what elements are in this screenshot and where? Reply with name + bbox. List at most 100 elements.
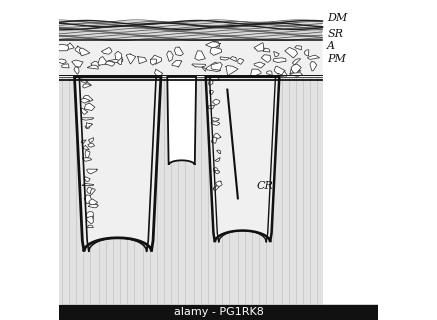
Polygon shape (195, 51, 205, 60)
Polygon shape (98, 57, 108, 66)
Polygon shape (84, 82, 92, 86)
Text: CR: CR (257, 180, 274, 191)
Polygon shape (88, 138, 94, 143)
Polygon shape (62, 64, 69, 68)
Polygon shape (74, 67, 79, 74)
Polygon shape (277, 70, 287, 77)
Text: SR: SR (327, 28, 343, 39)
Polygon shape (215, 181, 222, 188)
Polygon shape (91, 61, 101, 67)
Polygon shape (86, 212, 94, 219)
Polygon shape (88, 204, 98, 208)
Polygon shape (81, 140, 86, 144)
Polygon shape (81, 108, 88, 114)
Polygon shape (291, 64, 301, 74)
Polygon shape (83, 84, 90, 88)
Polygon shape (213, 186, 219, 191)
Polygon shape (108, 59, 123, 63)
Polygon shape (274, 52, 279, 57)
Polygon shape (90, 189, 95, 195)
Bar (59, 305, 378, 320)
Polygon shape (304, 50, 309, 56)
Polygon shape (263, 48, 270, 52)
Polygon shape (238, 59, 244, 64)
Polygon shape (310, 61, 317, 71)
Polygon shape (206, 77, 279, 242)
Polygon shape (80, 79, 89, 82)
Polygon shape (82, 183, 94, 186)
Polygon shape (85, 150, 90, 157)
Polygon shape (208, 80, 213, 85)
Polygon shape (213, 168, 218, 172)
Polygon shape (86, 123, 93, 128)
Polygon shape (295, 46, 302, 50)
Polygon shape (89, 199, 97, 206)
Polygon shape (166, 51, 173, 61)
Polygon shape (88, 143, 94, 147)
Polygon shape (290, 68, 301, 73)
Polygon shape (192, 64, 205, 67)
Polygon shape (215, 170, 220, 173)
Polygon shape (209, 90, 213, 94)
Polygon shape (85, 123, 90, 129)
Polygon shape (59, 77, 323, 304)
Polygon shape (205, 41, 221, 48)
Polygon shape (174, 47, 184, 56)
Polygon shape (126, 54, 136, 64)
Polygon shape (80, 98, 90, 103)
Polygon shape (150, 59, 157, 65)
Polygon shape (155, 69, 163, 77)
Polygon shape (101, 47, 112, 54)
Polygon shape (202, 67, 206, 71)
Polygon shape (292, 59, 301, 65)
Polygon shape (230, 57, 236, 61)
Polygon shape (56, 59, 66, 64)
Polygon shape (284, 47, 298, 58)
Polygon shape (117, 57, 122, 65)
Polygon shape (212, 99, 220, 105)
Polygon shape (83, 95, 93, 102)
Polygon shape (84, 103, 95, 110)
Polygon shape (138, 56, 147, 64)
Polygon shape (172, 60, 182, 67)
Polygon shape (225, 66, 238, 76)
Polygon shape (261, 55, 271, 62)
Polygon shape (83, 158, 92, 161)
Polygon shape (105, 61, 115, 66)
Polygon shape (210, 76, 219, 81)
Polygon shape (308, 55, 319, 60)
Polygon shape (211, 118, 219, 121)
Polygon shape (217, 150, 221, 154)
Polygon shape (274, 66, 285, 75)
Polygon shape (208, 105, 215, 109)
Polygon shape (220, 57, 230, 60)
Polygon shape (273, 58, 286, 62)
Polygon shape (211, 122, 219, 125)
Polygon shape (84, 177, 90, 181)
Polygon shape (72, 60, 83, 67)
Text: alamy - PG1RK8: alamy - PG1RK8 (173, 307, 264, 317)
Polygon shape (75, 46, 84, 55)
Polygon shape (254, 62, 265, 68)
Polygon shape (215, 157, 220, 162)
Polygon shape (211, 42, 219, 47)
Polygon shape (290, 73, 302, 76)
Polygon shape (59, 40, 323, 252)
Polygon shape (151, 55, 162, 64)
Polygon shape (87, 225, 94, 228)
Polygon shape (80, 48, 90, 56)
Polygon shape (87, 187, 94, 194)
Polygon shape (66, 43, 74, 49)
Polygon shape (167, 77, 196, 165)
Polygon shape (214, 134, 221, 139)
Polygon shape (87, 169, 97, 174)
Polygon shape (210, 47, 222, 55)
Polygon shape (206, 62, 221, 72)
Polygon shape (211, 62, 222, 70)
Polygon shape (250, 69, 261, 77)
Text: PM: PM (327, 54, 346, 64)
Polygon shape (59, 21, 323, 40)
Polygon shape (74, 77, 161, 252)
Polygon shape (87, 65, 98, 69)
Polygon shape (254, 43, 264, 51)
